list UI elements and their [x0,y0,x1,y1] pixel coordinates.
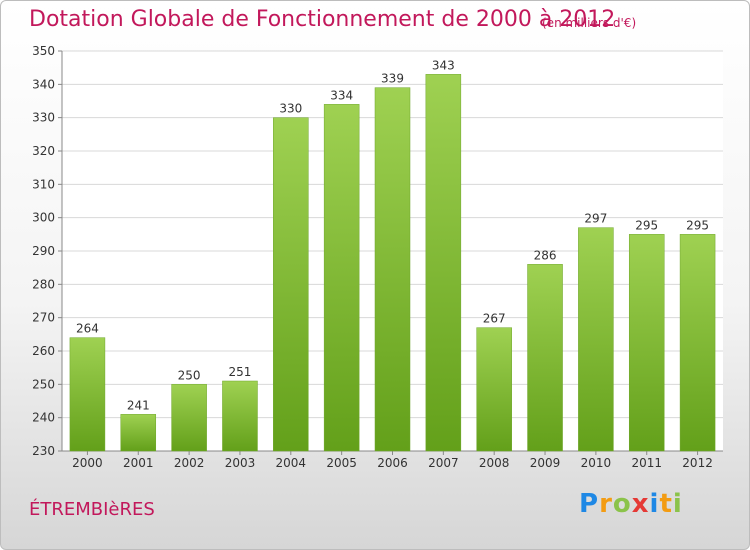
bar-value-label: 297 [584,212,607,226]
logo-letter: o [612,489,632,519]
bar-value-label: 339 [381,72,404,86]
labels: 230 240 250 260 270 280 290 300 310 320 330 340 350 2… [32,44,713,470]
y-tick-label: 290 [32,244,55,258]
x-tick-label: 2012 [682,456,713,470]
x-tick-label: 2009 [530,456,561,470]
logo-letter: t [659,489,673,519]
y-tick-label: 310 [32,177,55,191]
x-tick-label: 2008 [479,456,510,470]
bar [222,380,258,452]
bar-value-label: 251 [229,365,252,379]
bar-value-label: 330 [279,102,302,116]
x-tick-label: 2011 [631,456,662,470]
bar-value-label: 250 [178,368,201,382]
bar-value-label: 343 [432,58,455,72]
bar [374,87,411,452]
bar-value-label: 295 [686,218,709,232]
chart-subtitle: (en milliers d'€) [542,16,637,30]
bar-value-label: 267 [483,312,506,326]
bar [425,74,462,452]
proxiti-logo: Proxiti [579,489,683,519]
x-tick-label: 2004 [276,456,307,470]
y-tick-label: 330 [32,111,55,125]
x-tick-label: 2002 [174,456,205,470]
x-tick-label: 2005 [326,456,357,470]
bar-value-label: 286 [534,248,557,262]
bar [120,414,157,452]
logo-letter: i [672,489,683,519]
bar-value-label: 241 [127,398,150,412]
x-tick-label: 2006 [377,456,408,470]
x-tick-label: 2003 [225,456,256,470]
y-tick-label: 240 [32,411,55,425]
bar [273,117,309,452]
bar [323,104,360,452]
bar [679,234,716,452]
commune-name: ÉTREMBIèRES [29,499,155,520]
bar [578,227,614,452]
bar [171,384,207,452]
chart-title: Dotation Globale de Fonctionnement de 20… [29,7,616,32]
bar [476,327,512,452]
logo-letter: r [599,489,613,519]
logo-letter: i [649,489,660,519]
y-tick-label: 320 [32,144,55,158]
x-tick-label: 2000 [72,456,103,470]
bar-value-label: 295 [635,218,658,232]
bar-value-label: 264 [76,322,99,336]
x-tick-label: 2001 [123,456,154,470]
bar-value-label: 334 [330,88,353,102]
bar [628,234,665,452]
y-tick-label: 270 [32,311,55,325]
bars [69,74,716,452]
bar [69,337,106,452]
y-tick-label: 350 [32,44,55,58]
y-tick-label: 250 [32,377,55,391]
y-tick-label: 300 [32,211,55,225]
y-tick-label: 260 [32,344,55,358]
y-tick-label: 340 [32,77,55,91]
y-tick-label: 230 [32,444,55,458]
bar [527,264,563,452]
x-tick-label: 2010 [581,456,612,470]
logo-letter: P [579,489,600,519]
y-tick-label: 280 [32,277,55,291]
logo-letter: x [631,489,650,519]
x-tick-label: 2007 [428,456,459,470]
